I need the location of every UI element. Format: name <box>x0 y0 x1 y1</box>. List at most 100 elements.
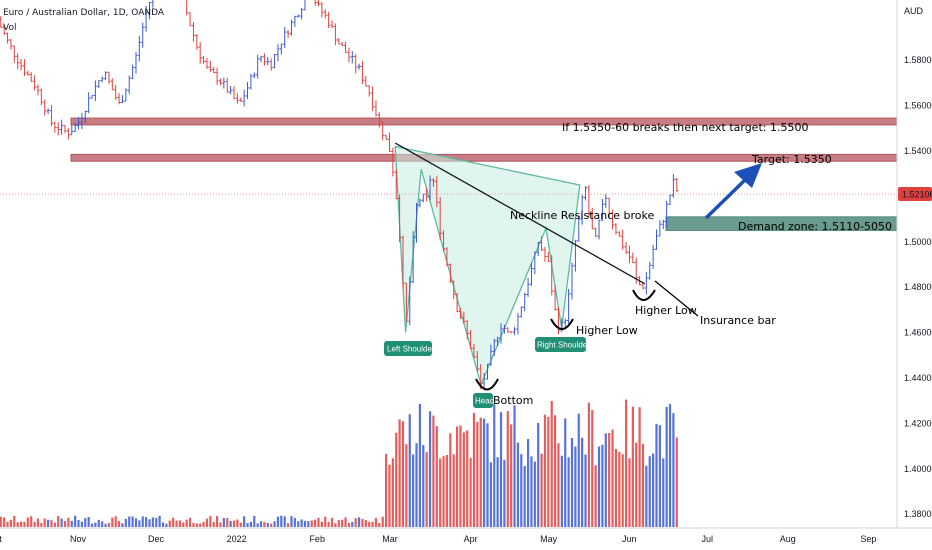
target-arrow-shaft <box>704 176 749 220</box>
volume-bar <box>439 458 442 527</box>
volume-bar <box>307 521 310 527</box>
volume-bar <box>523 466 526 527</box>
volume-bar <box>648 456 651 527</box>
volume-legend-label: Vol <box>3 23 16 33</box>
volume-bar <box>128 516 131 527</box>
left-shoulder-tag-bg <box>384 341 432 356</box>
time-axis[interactable]: Oct Nov Dec 2022 Feb Mar Apr May Jun Jul Aug Sep <box>0 534 876 544</box>
volume-bar <box>364 520 367 527</box>
price-tick-label: 1.50000 <box>904 237 932 247</box>
volume-bar <box>283 516 286 527</box>
right-shoulder-curve <box>550 318 574 330</box>
volume-bar <box>80 521 83 527</box>
volume-bar <box>425 452 428 527</box>
time-tick-label: 2022 <box>227 534 247 544</box>
volume-bar <box>13 515 16 527</box>
volume-bar <box>408 414 411 527</box>
volume-bar <box>334 523 337 527</box>
volume-layer <box>0 399 678 527</box>
head-label: Head <box>475 397 494 406</box>
volume-bar <box>40 523 43 527</box>
volume-bar <box>286 523 290 527</box>
volume-bar <box>496 457 499 527</box>
volume-bar <box>293 518 296 527</box>
head-shoulders-pattern <box>394 145 581 387</box>
volume-bar <box>168 520 171 527</box>
volume-bar <box>469 457 472 527</box>
volume-bar <box>212 522 215 527</box>
volume-bar <box>631 406 634 527</box>
neckline-line <box>394 142 646 285</box>
volume-bar <box>324 516 327 527</box>
volume-bar <box>84 518 87 527</box>
volume-bar <box>57 515 60 527</box>
price-tick-label: 1.44000 <box>904 373 932 383</box>
volume-bar <box>297 521 300 527</box>
volume-bar <box>97 519 100 527</box>
volume-bar <box>134 518 138 527</box>
time-tick-label: Jun <box>622 534 637 544</box>
volume-bar <box>337 520 340 527</box>
volume-bar <box>357 517 361 527</box>
volume-bar <box>591 410 594 527</box>
time-tick-label: Aug <box>780 534 796 544</box>
volume-bar <box>276 516 280 527</box>
volume-bar <box>503 459 506 527</box>
volume-bar <box>652 453 655 527</box>
volume-bar <box>222 518 225 527</box>
volume-bar <box>398 419 401 527</box>
volume-bar <box>668 404 672 527</box>
volume-bar <box>101 521 104 527</box>
upper-zone-annotation: If 1.5350-60 breaks then next target: 1.… <box>562 121 808 134</box>
volume-bar <box>472 413 476 527</box>
volume-bar <box>330 517 334 527</box>
volume-bar <box>658 425 661 527</box>
volume-bar <box>665 406 668 527</box>
volume-bar <box>124 518 127 527</box>
volume-bar <box>263 522 266 527</box>
volume-bar <box>182 522 185 527</box>
volume-bar <box>540 453 543 527</box>
volume-bar <box>594 465 597 527</box>
volume-bar <box>560 455 563 527</box>
volume-bar <box>601 444 604 527</box>
volume-bar <box>94 522 97 527</box>
volume-bar <box>270 523 273 527</box>
volume-bar <box>493 404 496 527</box>
volume-bar <box>3 517 6 527</box>
volume-bar <box>662 458 665 527</box>
volume-bar <box>371 521 374 527</box>
insurance-bar-pointer <box>654 280 699 317</box>
volume-bar <box>344 517 347 527</box>
pattern-layer <box>394 145 581 387</box>
volume-bar <box>192 522 195 527</box>
volume-bar <box>26 517 29 527</box>
volume-bar <box>635 442 638 527</box>
time-tick-label: Oct <box>0 534 2 544</box>
volume-bar <box>185 519 188 527</box>
price-tick-label: 1.54000 <box>904 146 932 156</box>
volume-bar <box>53 522 56 527</box>
volume-bar <box>459 425 462 527</box>
volume-bar <box>43 518 46 527</box>
volume-bar <box>506 411 509 527</box>
volume-bar <box>0 516 2 527</box>
volume-bar <box>422 445 425 527</box>
volume-bar <box>226 518 229 527</box>
volume-bar <box>577 413 580 527</box>
volume-bar <box>131 516 134 527</box>
insurance-bar-annotation: Insurance bar <box>700 314 776 327</box>
higher-low-annotation-2: Higher Low <box>635 304 697 317</box>
volume-bar <box>70 520 73 527</box>
volume-bar <box>354 518 357 527</box>
volume-bar <box>148 519 151 527</box>
volume-bar <box>9 519 13 527</box>
last-price-value: 1.52106 <box>902 189 932 199</box>
volume-bar <box>145 517 148 527</box>
volume-bar <box>526 438 530 527</box>
volume-bar <box>19 521 23 527</box>
volume-bar <box>476 421 479 527</box>
volume-bar <box>381 516 384 527</box>
volume-bar <box>317 517 320 527</box>
